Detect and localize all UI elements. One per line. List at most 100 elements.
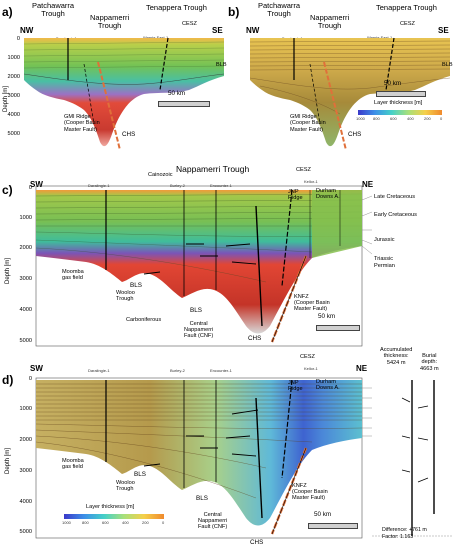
well-label-b2: Warnie East-1	[367, 35, 393, 40]
panel-a-letter: a)	[2, 5, 13, 19]
jnp-ridge-label-d: JNP Ridge	[288, 380, 303, 393]
burial-label: Burial depth: 4663 m	[420, 353, 439, 372]
scale-label-a: 50 km	[168, 90, 186, 97]
legend-jurassic: Jurassic	[374, 237, 395, 243]
moomba-label-d: Moomba gas field	[62, 458, 84, 471]
well-label-c4: Kellor-1	[304, 179, 318, 184]
depth-tick-c-2: 2000	[19, 245, 32, 251]
scale-bar-a	[158, 101, 210, 107]
cross-section-d	[35, 377, 372, 539]
durham-label-d: Durham Downs A.	[316, 379, 340, 392]
cbar-tick-d5: 0	[162, 520, 165, 525]
chs-label-b: CHS	[348, 131, 362, 138]
colorbar-d	[64, 514, 164, 519]
legend-permian: Permian	[374, 263, 395, 269]
depth-tick-c-4: 4000	[19, 307, 32, 313]
blb-label-b: BLB	[442, 62, 453, 68]
cbar-tick-b1: 800	[373, 116, 380, 121]
jnp-ridge-label-c: JNP Ridge	[288, 189, 303, 202]
depth-tick-a-1: 1000	[7, 55, 20, 61]
cainozoic-label: Cainozoic	[148, 172, 173, 178]
bls1-label-c: BLS	[130, 282, 142, 289]
cross-section-c	[35, 185, 373, 347]
chs-label-d: CHS	[250, 539, 264, 546]
cbar-title-b: Layer thickness [m]	[374, 100, 423, 106]
difference-label: Difference: +761 m Factor: 1.163	[382, 527, 427, 540]
scale-bar-d	[308, 523, 358, 529]
depth-tick-d-5: 5000	[19, 529, 32, 535]
tenappera-label-b: Tenappera Trough	[376, 3, 437, 12]
accumulated-label: Accumulated thickness: 5424 m	[380, 347, 413, 366]
knfz-label-d: KNFZ (Cooper Basin Master Fault)	[292, 483, 328, 502]
scale-bar-b	[376, 91, 426, 97]
depth-tick-d-4: 4000	[19, 499, 32, 505]
cesz-label-d: CESZ	[300, 354, 315, 360]
wooloo-label-c: Wooloo Trough	[116, 290, 135, 303]
well-label-c2: Burley-2	[170, 183, 185, 188]
blb-label-a: BLB	[216, 62, 227, 68]
cbar-title-d: Layer thickness [m]	[86, 504, 135, 510]
durham-label-c: Durham Downs A.	[316, 188, 340, 201]
cbar-tick-d3: 400	[122, 520, 129, 525]
depth-tick-a-0: 0	[16, 36, 20, 42]
chs-label-c: CHS	[248, 335, 262, 342]
depth-tick-a-4: 4000	[7, 112, 20, 118]
cesz-label-b: CESZ	[400, 21, 415, 27]
depth-tick-d-0: 0	[28, 376, 32, 382]
legend-early-cretaceous: Early Cretaceous	[374, 212, 417, 218]
nw-label-a: NW	[20, 26, 34, 35]
well-label-d3: Encounter-1	[210, 368, 232, 373]
thickness-columns	[372, 380, 452, 537]
depth-tick-a-3: 3000	[7, 93, 20, 99]
depth-tick-c-3: 3000	[19, 276, 32, 282]
depth-tick-c-5: 5000	[19, 338, 32, 344]
depth-axis-title-c: Depth [m]	[5, 257, 11, 284]
cbar-tick-b2: 600	[390, 116, 397, 121]
cbar-tick-d0: 1000	[62, 520, 71, 525]
nappamerri-label-a: Nappamerri Trough	[90, 13, 130, 30]
cesz-label-c: CESZ	[296, 167, 311, 173]
patchawarra-label-a: Patchawarra Trough	[32, 1, 75, 18]
chs-label-a: CHS	[122, 131, 136, 138]
carboniferous-label: Carboniferous	[126, 317, 162, 323]
moomba-label-c: Moomba gas field	[62, 269, 84, 282]
se-label-b: SE	[438, 26, 449, 35]
patchawarra-label-b: Patchawarra Trough	[258, 1, 301, 18]
panel-b-letter: b)	[228, 5, 240, 19]
panel-c-letter: c)	[2, 183, 13, 197]
cbar-tick-d1: 800	[82, 520, 89, 525]
depth-tick-c-0: 0	[28, 185, 32, 191]
scale-label-b: 50 km	[384, 80, 402, 87]
cbar-tick-b4: 200	[424, 116, 431, 121]
cnf-label-c: Central Nappamerri Fault (CNF)	[184, 321, 214, 340]
cbar-tick-b0: 1000	[356, 116, 365, 121]
cbar-tick-b5: 0	[440, 116, 443, 121]
tenappera-label-a: Tenappera Trough	[146, 3, 207, 12]
gmi-label-a: GMI Ridge (Cooper Basin Master Fault)	[64, 114, 100, 133]
well-label-c1: Daralingie-1	[88, 183, 110, 188]
cbar-tick-b3: 400	[407, 116, 414, 121]
bls2-label-c: BLS	[190, 307, 202, 314]
cesz-label-a: CESZ	[182, 21, 197, 27]
scale-label-d: 50 km	[314, 511, 332, 518]
knfz-label-c: KNFZ (Cooper Basin Master Fault)	[294, 294, 330, 313]
depth-tick-a-2: 2000	[7, 74, 20, 80]
scale-label-c: 50 km	[318, 313, 336, 320]
bls1-label-d: BLS	[134, 471, 146, 478]
nappamerri-label-b: Nappamerri Trough	[310, 13, 350, 30]
cbar-tick-d2: 600	[102, 520, 109, 525]
depth-axis-title-d: Depth [m]	[5, 447, 11, 474]
legend-triassic: Triassic	[374, 256, 394, 262]
ne-label-c: NE	[362, 180, 374, 189]
well-label-a2: Warnie East-1	[143, 35, 169, 40]
gmi-label-b: GMI Ridge (Cooper Basin Master Fault)	[290, 114, 326, 133]
depth-tick-a-5: 5000	[7, 131, 20, 137]
depth-tick-d-3: 3000	[19, 468, 32, 474]
depth-tick-c-1: 1000	[19, 215, 32, 221]
sw-label-d: SW	[30, 364, 43, 373]
well-label-d2: Burley-2	[170, 368, 185, 373]
panel-d-letter: d)	[2, 373, 14, 387]
cnf-label-d: Central Nappamerri Fault (CNF)	[198, 512, 228, 531]
wooloo-label-d: Wooloo Trough	[116, 480, 135, 493]
nw-label-b: NW	[246, 26, 260, 35]
